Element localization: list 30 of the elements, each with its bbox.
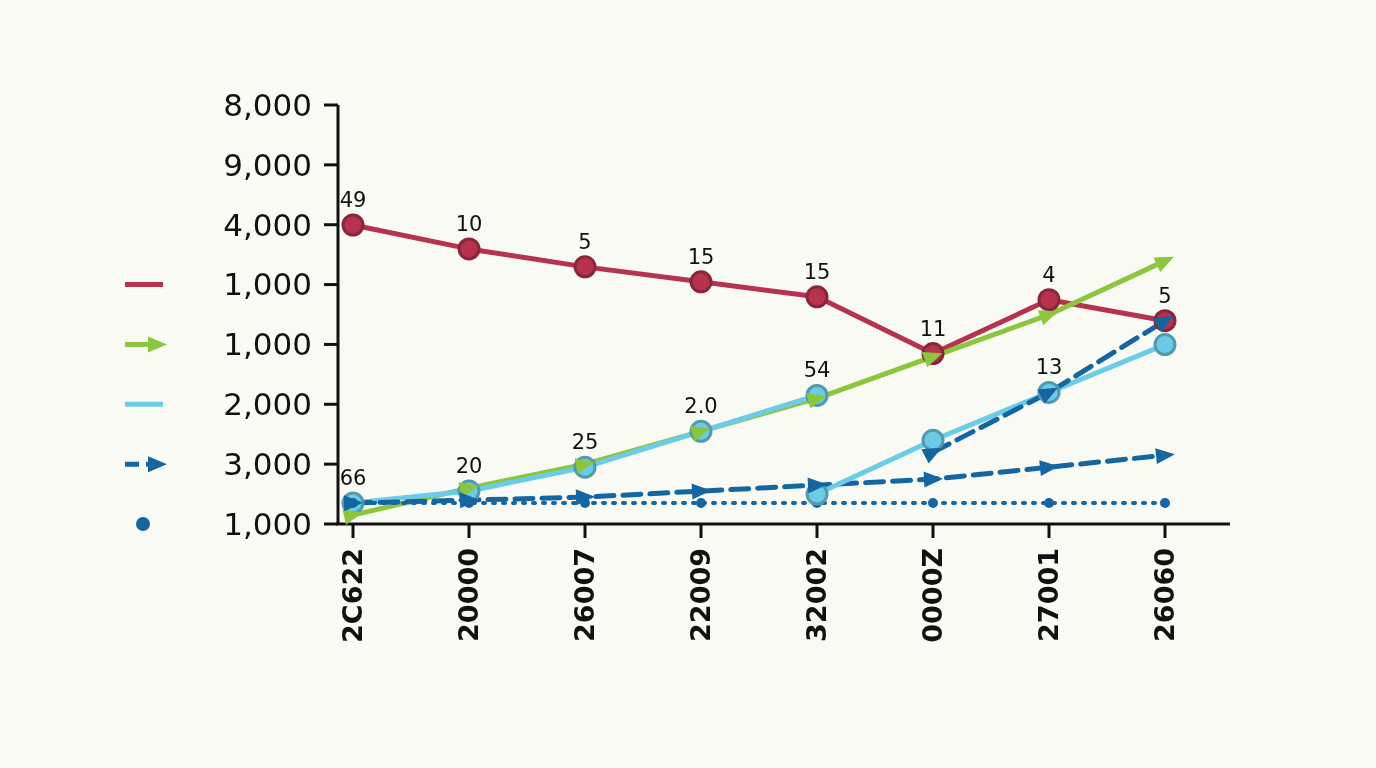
annotation: 5 [1158,283,1172,308]
text: 3,000 [223,445,312,482]
x-tick-label: 22009 [685,548,717,642]
annotation: 11 [919,316,947,341]
x-tick-label: 32002 [801,548,833,642]
annotation: 4 [1042,262,1056,287]
annotation: 5 [578,229,592,254]
text: 8,000 [223,86,312,123]
text: 2,000 [223,386,312,423]
x-tick-label: 27001 [1033,548,1065,642]
x-tick-label: 0000Z [917,548,949,643]
annotation: 49 [339,188,367,212]
annotation: 15 [803,259,831,284]
x-tick-label: 2C622 [337,548,369,643]
x-tick-label: 20000 [453,548,485,642]
annotation: 20 [455,454,483,479]
text: 4,000 [223,206,312,243]
text: 1,000 [223,505,312,542]
annotation: 25 [571,430,599,455]
annotation: 66 [339,466,367,491]
text: 1,000 [223,326,312,363]
annotation: 13 [1035,355,1063,380]
x-tick-label: 26060 [1149,548,1181,642]
annotation: 54 [803,358,831,383]
x-tick-label: 26007 [569,548,601,642]
annotation: 15 [687,244,715,269]
annotation: 10 [455,211,483,236]
text: 9,000 [223,146,312,183]
annotation: 2.0 [684,394,718,419]
text: 1,000 [223,266,312,303]
